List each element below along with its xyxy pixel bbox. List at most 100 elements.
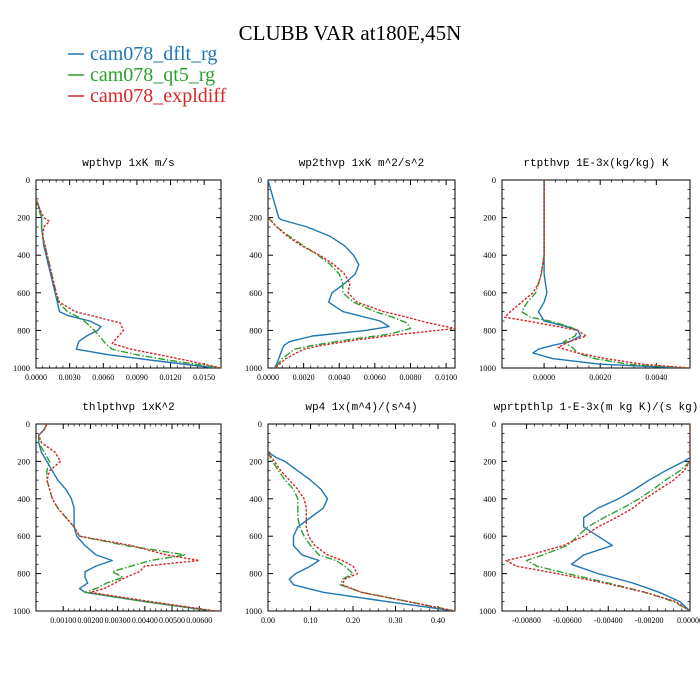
y-tick-label: 200	[17, 456, 30, 466]
x-tick-label: 0.0060	[364, 373, 386, 382]
y-tick-label: 1000	[479, 606, 496, 616]
y-tick-label: 600	[249, 531, 262, 541]
legend: cam078_dflt_rgcam078_qt5_rgcam078_expldi…	[68, 43, 227, 107]
series-line-1	[520, 180, 690, 368]
panel-title: thlpthvp 1xK^2	[82, 402, 174, 414]
y-tick-label: 200	[483, 213, 496, 223]
y-tick-label: 0	[26, 175, 30, 185]
y-tick-label: 400	[17, 250, 30, 260]
series-line-1	[38, 424, 213, 611]
y-tick-label: 800	[249, 325, 262, 335]
y-tick-label: 600	[17, 531, 30, 541]
y-tick-label: 600	[483, 288, 496, 298]
y-tick-label: 200	[249, 456, 262, 466]
x-tick-label: -0.00400	[594, 616, 623, 625]
series-line-2	[504, 180, 690, 368]
y-tick-label: 800	[17, 325, 30, 335]
chart-panel-5: wprtpthlp 1-E-3x(m kg K)/(s kg) 0 200 400 60…	[479, 402, 700, 625]
y-tick-label: 0	[258, 419, 262, 429]
x-tick-label: -0.00600	[553, 616, 582, 625]
chart-panel-2: rtpthvp 1E-3x(kg/kg) K 0 200 400 600 800 1000 0…	[479, 158, 691, 382]
y-tick-label: 800	[17, 569, 30, 579]
y-tick-label: 200	[17, 213, 30, 223]
x-tick-label: 0.0000	[257, 373, 279, 382]
x-tick-label: 0.0080	[399, 373, 421, 382]
y-tick-label: 1000	[13, 606, 30, 616]
x-tick-label: -0.00200	[635, 616, 664, 625]
y-tick-label: 200	[483, 456, 496, 466]
y-tick-label: 0	[492, 419, 496, 429]
x-tick-label: 0.10	[304, 616, 318, 625]
y-tick-label: 1000	[13, 363, 30, 373]
y-tick-label: 800	[249, 569, 262, 579]
x-tick-label: 0.00	[261, 616, 275, 625]
x-tick-label: 0.0000	[25, 373, 47, 382]
x-tick-label: 0.00600	[186, 616, 212, 625]
chart-panel-1: wp2thvp 1xK m^2/s^2020040060080010000.00…	[245, 158, 457, 382]
series-line-0	[38, 424, 213, 611]
panel-title: wp2thvp 1xK m^2/s^2	[299, 158, 424, 170]
series-line-0	[268, 451, 455, 611]
y-tick-label: 400	[483, 494, 496, 504]
x-tick-label: 0.00300	[105, 616, 131, 625]
series-line-2	[268, 217, 455, 368]
x-tick-label: 0.0020	[293, 373, 315, 382]
plot-frame	[35, 423, 222, 612]
x-tick-label: 0.0020	[589, 373, 611, 382]
series-line-1	[268, 451, 455, 611]
panel-title: wp4 1x(m^4)/(s^4)	[305, 402, 417, 414]
x-tick-label: 0.0000	[533, 373, 555, 382]
series-line-0	[36, 198, 216, 368]
x-tick-label: 0.20	[346, 616, 360, 625]
series-line-1	[268, 217, 412, 368]
x-tick-label: 0.00100	[50, 616, 76, 625]
y-tick-label: 0	[26, 419, 30, 429]
series-line-0	[532, 180, 685, 368]
x-tick-label: -0.00800	[512, 616, 541, 625]
y-tick-label: 1000	[245, 606, 262, 616]
series-line-2	[38, 424, 216, 611]
y-tick-label: 1000	[479, 363, 496, 373]
x-tick-label: 0.00200	[77, 616, 103, 625]
x-tick-label: 0.40	[431, 616, 445, 625]
series-line-0	[268, 180, 390, 368]
y-tick-label: 400	[249, 494, 262, 504]
series-line-1	[36, 198, 221, 368]
series-line-2	[505, 424, 690, 611]
panel-title: rtpthvp 1E-3x(kg/kg) K	[523, 158, 669, 170]
panel-title: wpthvp 1xK m/s	[82, 158, 174, 170]
y-tick-label: 1000	[245, 363, 262, 373]
x-tick-label: 0.0150	[193, 373, 215, 382]
x-tick-label: 0.0060	[92, 373, 114, 382]
plot-frame	[501, 179, 691, 369]
x-tick-label: 0.00500	[159, 616, 185, 625]
x-tick-label: 0.0040	[645, 373, 667, 382]
plot-frame	[35, 179, 222, 369]
x-tick-label: 0.0040	[328, 373, 350, 382]
y-tick-label: 200	[249, 213, 262, 223]
y-tick-label: 800	[483, 569, 496, 579]
x-tick-label: 0.0090	[126, 373, 148, 382]
x-tick-label: 0.0120	[160, 373, 182, 382]
y-tick-label: 0	[492, 175, 496, 185]
x-tick-label: 0.0100	[435, 373, 457, 382]
y-tick-label: 400	[17, 494, 30, 504]
x-tick-label: 0.0030	[59, 373, 81, 382]
figure-title: CLUBB VAR at180E,45N	[239, 21, 462, 45]
series-line-2	[36, 198, 221, 368]
x-tick-label: 0.00400	[132, 616, 158, 625]
y-tick-label: 600	[483, 531, 496, 541]
legend-label-2: cam078_expldiff	[90, 85, 227, 107]
series-line-1	[525, 424, 690, 611]
plot-frame	[267, 423, 456, 612]
series-line-2	[268, 451, 455, 611]
plot-frame	[501, 423, 691, 612]
series-line-0	[570, 424, 690, 611]
